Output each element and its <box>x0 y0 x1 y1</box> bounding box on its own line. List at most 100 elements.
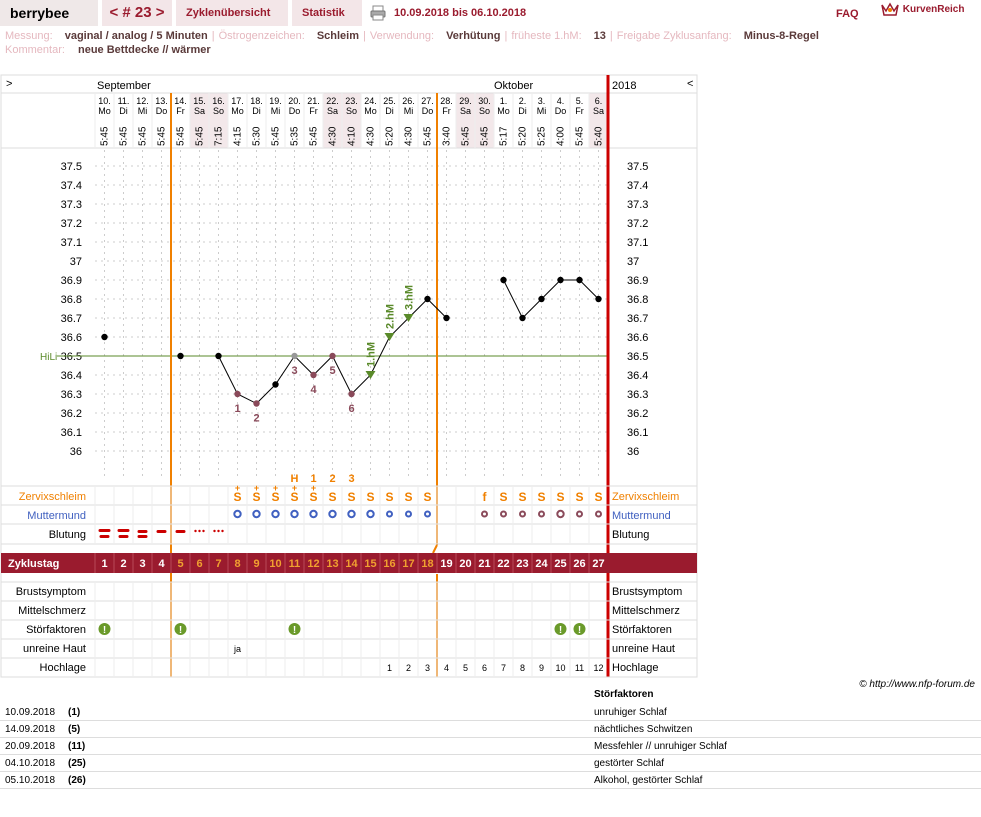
day-number: 22. <box>326 96 339 106</box>
measure-time: 5:45 <box>195 126 206 146</box>
meta-value: Schleim <box>316 30 359 42</box>
disturbance-icon <box>288 623 301 635</box>
note-day: (1) <box>68 707 81 718</box>
temperature-point <box>443 314 450 322</box>
unreine-haut-value: ja <box>233 644 241 654</box>
notes-header: Störfaktoren <box>594 689 654 700</box>
bleeding-mark <box>137 530 148 533</box>
row-label-right-hoch: Hochlage <box>612 662 658 674</box>
cycle-day-number: 3 <box>139 558 145 570</box>
temperature-point <box>101 333 108 341</box>
day-number: 30. <box>478 96 491 106</box>
mucus-plus: + <box>311 483 316 493</box>
day-number: 29. <box>459 96 472 106</box>
day-number: 21. <box>307 96 320 106</box>
cervix-circle <box>271 509 280 519</box>
row-label-right-mittel: Mittelschmerz <box>612 605 680 617</box>
weekday: Sa <box>593 106 604 116</box>
y-tick-left: 37.4 <box>61 180 82 192</box>
hochlage-value: 12 <box>593 663 603 673</box>
weekday: Di <box>385 106 394 116</box>
nav-prev-button[interactable]: > <box>6 78 12 90</box>
day-number: 2. <box>519 96 527 106</box>
nav-next-button[interactable]: < <box>687 78 693 90</box>
cycle-day-number: 9 <box>253 558 259 570</box>
weekday: Mo <box>231 106 244 116</box>
weekday: Fr <box>442 106 451 116</box>
note-row: 20.09.2018 (11) Messfehler // unruhiger Sc… <box>0 739 981 755</box>
hochlage-value: 8 <box>520 663 525 673</box>
meta-line-2: Kommentar: neue Bettdecke // wärmer <box>5 44 211 56</box>
cycle-day-number: 5 <box>177 558 183 570</box>
weekday: Do <box>289 106 301 116</box>
mucus-symbol: S <box>385 490 393 504</box>
meta-separator: | <box>609 30 613 42</box>
mucus-symbol: S <box>233 490 241 504</box>
measure-time: 5:45 <box>138 126 149 146</box>
meta-label: früheste 1.hM: <box>511 30 582 42</box>
day-number: 5. <box>576 96 584 106</box>
mucus-symbol: S <box>252 490 260 504</box>
day-number: 24. <box>364 96 377 106</box>
disturbance-icon-mark: ! <box>559 625 562 636</box>
hochlage-value: 11 <box>575 663 584 673</box>
hochlage-value: 10 <box>555 663 565 673</box>
statistics-link[interactable]: Statistik <box>292 0 362 26</box>
day-number: 17. <box>231 96 244 106</box>
note-row: 05.10.2018 (26) Alkohol, gestörter Schlaf <box>0 773 981 789</box>
y-tick-left: 37 <box>70 256 82 268</box>
month-label: Oktober <box>494 80 533 92</box>
mucus-symbol: S <box>347 490 355 504</box>
measure-time: 5:45 <box>423 126 434 146</box>
measure-time: 4:00 <box>556 126 567 146</box>
cycle-day-number: 14 <box>345 558 358 570</box>
measure-time: 5:45 <box>461 126 472 146</box>
crown-icon <box>881 2 899 17</box>
cycle-overview-link[interactable]: Zyklenübersicht <box>176 0 288 26</box>
measure-time: 5:45 <box>271 126 282 146</box>
temperature-point <box>291 352 298 360</box>
note-text: Messfehler // unruhiger Schlaf <box>594 741 727 752</box>
hochlage-value: 4 <box>444 663 449 673</box>
low-label: 2 <box>253 413 259 425</box>
meta-label: Verwendung: <box>369 30 435 42</box>
measure-time: 5:35 <box>290 126 301 146</box>
note-text: Alkohol, gestörter Schlaf <box>594 775 703 786</box>
note-date: 20.09.2018 <box>5 741 56 752</box>
hm-label: 2.hM <box>385 304 397 329</box>
weekday: Di <box>119 106 128 116</box>
disturbance-icon-mark: ! <box>103 625 106 636</box>
row-label-brust: Brustsymptom <box>16 586 86 598</box>
mucus-plus: + <box>292 483 297 493</box>
low-label: 6 <box>348 403 354 415</box>
day-number: 13. <box>155 96 168 106</box>
mucus-symbol: S <box>309 490 317 504</box>
note-text: nächtliches Schwitzen <box>594 724 693 735</box>
day-number: 27. <box>421 96 434 106</box>
faq-link[interactable]: FAQ <box>836 8 859 20</box>
y-tick-left: 36.3 <box>61 389 82 401</box>
top-bar: berrybee < # 23 > Zyklenübersicht Statis… <box>0 0 981 26</box>
brand-logo[interactable]: KurvenReich <box>880 0 964 22</box>
temperature-point-hm <box>384 333 395 341</box>
y-tick-left: 36.8 <box>61 294 82 306</box>
mucus-plus: + <box>273 483 278 493</box>
y-tick-right: 37.2 <box>627 218 648 230</box>
weekend-shade <box>342 93 361 148</box>
cervix-circle <box>595 510 602 518</box>
mucus-symbol: S <box>290 490 298 504</box>
weekday: Di <box>518 106 527 116</box>
cycle-nav-button[interactable]: < # 23 > <box>102 0 172 26</box>
note-day: (5) <box>68 724 81 735</box>
cycle-day-number: 1 <box>101 558 107 570</box>
bleeding-spot <box>202 529 205 533</box>
meta-line-1: Messung: vaginal / analog / 5 Minuten | Öst… <box>5 30 819 42</box>
hochlage-value: 2 <box>406 663 411 673</box>
note-day: (26) <box>68 775 86 786</box>
meta-value: vaginal / analog / 5 Minuten <box>64 30 208 42</box>
day-number: 23. <box>345 96 358 106</box>
printer-icon[interactable] <box>370 5 386 21</box>
year-label: 2018 <box>612 80 636 92</box>
weekday: Sa <box>194 106 205 116</box>
